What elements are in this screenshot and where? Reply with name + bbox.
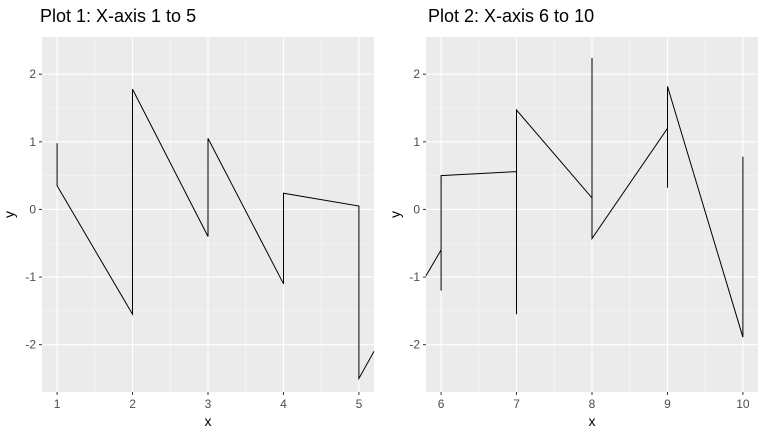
y-axis-title: y xyxy=(387,211,403,218)
y-tick-label: 0 xyxy=(29,202,36,216)
x-tick-label: 3 xyxy=(205,397,212,411)
x-tick-label: 5 xyxy=(356,397,363,411)
y-tick-label: 2 xyxy=(29,67,36,81)
x-tick-label: 6 xyxy=(438,397,445,411)
y-tick-label: -1 xyxy=(25,270,36,284)
x-tick-label: 1 xyxy=(54,397,61,411)
chart-title: Plot 1: X-axis 1 to 5 xyxy=(40,6,197,26)
x-tick-label: 8 xyxy=(589,397,596,411)
x-axis-title: x xyxy=(205,413,212,429)
plot-2-svg: 6 7 8 9 10 -2 -1 0 1 2 x y xyxy=(387,37,758,429)
x-tick-label: 4 xyxy=(280,397,287,411)
x-tick-label: 9 xyxy=(664,397,671,411)
plot-2: Plot 2: X-axis 6 to 10 6 7 8 9 10 -2 -1 0 1 2 x y xyxy=(384,0,768,435)
y-tick-label: 2 xyxy=(413,67,420,81)
x-tick-label: 7 xyxy=(513,397,520,411)
chart-title: Plot 2: X-axis 6 to 10 xyxy=(428,6,595,26)
y-tick-label: -2 xyxy=(25,338,36,352)
y-tick-label: 0 xyxy=(413,202,420,216)
x-tick-label: 2 xyxy=(129,397,136,411)
y-tick-label: -1 xyxy=(409,270,420,284)
y-axis-title: y xyxy=(1,211,17,218)
y-tick-label: -2 xyxy=(409,338,420,352)
x-tick-label: 10 xyxy=(736,397,750,411)
series-line xyxy=(425,58,744,338)
plot-1: Plot 1: X-axis 1 to 5 1 2 3 4 5 -2 -1 0 1 2 x y xyxy=(1,6,375,429)
x-axis-title: x xyxy=(589,413,596,429)
y-tick-label: 1 xyxy=(413,135,420,149)
plot-1-svg: 1 2 3 4 5 -2 -1 0 1 2 x y xyxy=(1,37,375,429)
y-tick-label: 1 xyxy=(29,135,36,149)
series-line xyxy=(56,88,375,381)
